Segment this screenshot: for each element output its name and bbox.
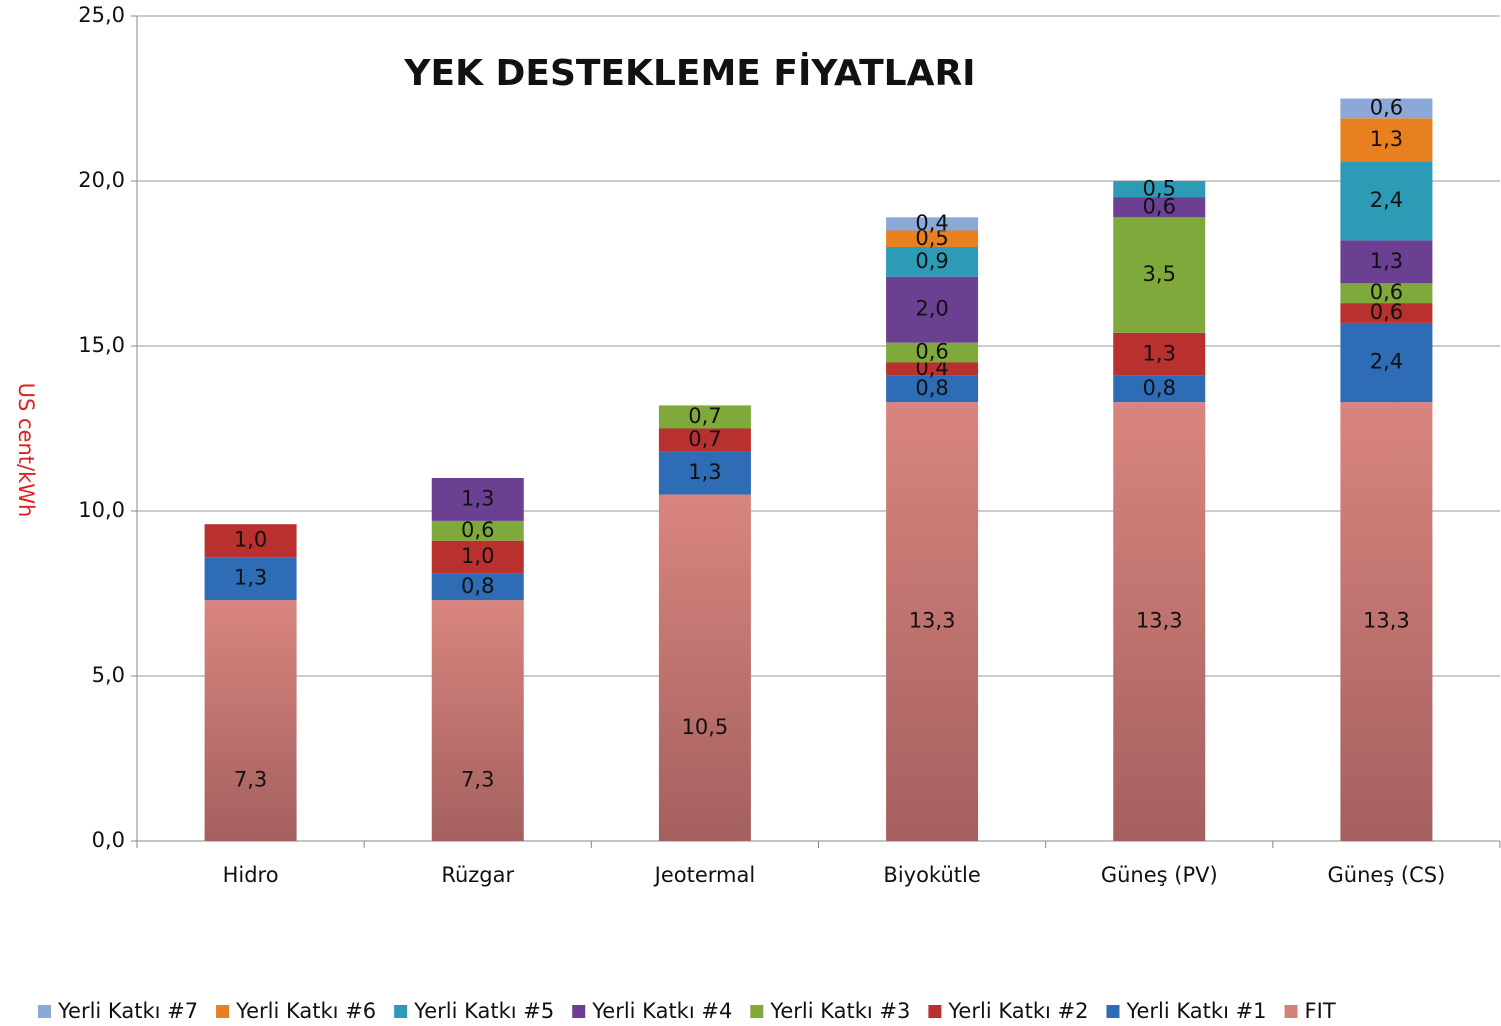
legend-swatch xyxy=(38,1005,51,1018)
data-label: 0,6 xyxy=(1143,194,1176,218)
bar-segment xyxy=(431,540,524,574)
bar-segment xyxy=(1113,181,1206,198)
y-tick-label: 25,0 xyxy=(78,3,125,27)
bar-segment xyxy=(1340,240,1433,284)
data-label: 1,3 xyxy=(688,460,721,484)
data-label: 0,7 xyxy=(688,404,721,428)
data-label: 0,6 xyxy=(915,340,948,364)
data-label: 7,3 xyxy=(461,768,494,792)
bar-segment xyxy=(886,230,979,247)
x-tick-label: Biyokütle xyxy=(883,863,980,887)
bar-segment xyxy=(1113,402,1206,841)
data-label: 0,6 xyxy=(461,518,494,542)
legend-swatch xyxy=(1106,1005,1120,1018)
x-tick-label: Hidro xyxy=(223,863,279,887)
bar-segment xyxy=(431,573,524,601)
data-label: 13,3 xyxy=(1363,609,1410,633)
legend-swatch xyxy=(750,1005,764,1018)
data-label: 1,3 xyxy=(234,566,267,590)
legend-label: Yerli Katkı #4 xyxy=(591,999,732,1023)
y-tick-label: 10,0 xyxy=(78,498,125,522)
data-label: 1,3 xyxy=(1370,127,1403,151)
legend-label: Yerli Katkı #1 xyxy=(1125,999,1266,1023)
legend-label: Yerli Katkı #5 xyxy=(413,999,554,1023)
chart-title: YEK DESTEKLEME FİYATLARI xyxy=(403,52,975,94)
data-label: 1,3 xyxy=(1143,341,1176,365)
bar-segment xyxy=(1340,283,1433,304)
legend-swatch xyxy=(394,1005,408,1018)
y-tick-label: 0,0 xyxy=(92,828,125,852)
bar-segment xyxy=(886,342,979,363)
bar-segment xyxy=(886,247,979,277)
bar-segment xyxy=(1340,98,1433,119)
bar-segment xyxy=(886,375,979,403)
data-label: 2,4 xyxy=(1370,350,1403,374)
y-tick-label: 20,0 xyxy=(78,168,125,192)
bar-segment xyxy=(658,428,751,452)
bar-segment xyxy=(1113,217,1206,333)
bar-segment xyxy=(1340,322,1433,403)
data-label: 0,9 xyxy=(915,249,948,273)
data-label: 13,3 xyxy=(909,609,956,633)
bar-segment xyxy=(886,362,979,376)
data-label: 0,4 xyxy=(915,211,948,235)
bar-segment xyxy=(658,494,751,841)
legend-swatch xyxy=(572,1005,586,1018)
x-tick-label: Güneş (PV) xyxy=(1101,863,1218,887)
legend-swatch xyxy=(928,1005,942,1018)
bar-segment xyxy=(204,600,297,841)
legend-label: Yerli Katkı #6 xyxy=(235,999,376,1023)
bar-segment xyxy=(1113,197,1206,218)
bar-segment xyxy=(204,557,297,601)
bar-segment xyxy=(886,402,979,841)
data-label: 1,0 xyxy=(234,528,267,552)
data-label: 2,4 xyxy=(1370,188,1403,212)
bar-segment xyxy=(886,276,979,343)
legend-label: Yerli Katkı #2 xyxy=(947,999,1088,1023)
data-label: 1,3 xyxy=(461,486,494,510)
bar-segment xyxy=(658,451,751,495)
legend-label: FIT xyxy=(1305,999,1336,1023)
data-label: 3,5 xyxy=(1143,262,1176,286)
legend-swatch xyxy=(1284,1005,1298,1018)
x-tick-label: Rüzgar xyxy=(441,863,514,887)
legend-swatch xyxy=(216,1005,230,1018)
bar-segment xyxy=(431,478,524,521)
data-label: 0,8 xyxy=(461,574,494,598)
bar-segment xyxy=(658,405,751,429)
bar-segment xyxy=(1340,161,1433,241)
y-tick-label: 15,0 xyxy=(78,333,125,357)
y-axis-label: US cent/kWh xyxy=(14,383,38,518)
bar-segment xyxy=(1113,375,1206,403)
data-label: 0,6 xyxy=(1370,95,1403,119)
data-label: 0,7 xyxy=(688,427,721,451)
x-tick-label: Jeotermal xyxy=(653,863,756,887)
bar-segment xyxy=(1340,303,1433,323)
legend-label: Yerli Katkı #7 xyxy=(57,999,198,1023)
data-label: 1,0 xyxy=(461,544,494,568)
data-label: 10,5 xyxy=(682,715,729,739)
data-label: 0,6 xyxy=(1370,280,1403,304)
data-label: 0,8 xyxy=(915,376,948,400)
y-tick-label: 5,0 xyxy=(92,663,125,687)
bar-segment xyxy=(204,524,297,558)
bar-segment xyxy=(431,600,524,841)
data-label: 1,3 xyxy=(1370,249,1403,273)
bar-segment xyxy=(1340,118,1433,162)
data-label: 2,0 xyxy=(915,297,948,321)
data-label: 0,5 xyxy=(1143,176,1176,200)
legend-label: Yerli Katkı #3 xyxy=(769,999,910,1023)
bar-segment xyxy=(1113,332,1206,376)
data-label: 0,8 xyxy=(1143,376,1176,400)
data-label: 13,3 xyxy=(1136,609,1183,633)
data-label: 7,3 xyxy=(234,768,267,792)
data-label: 0,6 xyxy=(1370,300,1403,324)
bar-segment xyxy=(1340,402,1433,841)
bar-segment xyxy=(886,217,979,231)
bar-segment xyxy=(431,520,524,541)
x-tick-label: Güneş (CS) xyxy=(1328,863,1446,887)
